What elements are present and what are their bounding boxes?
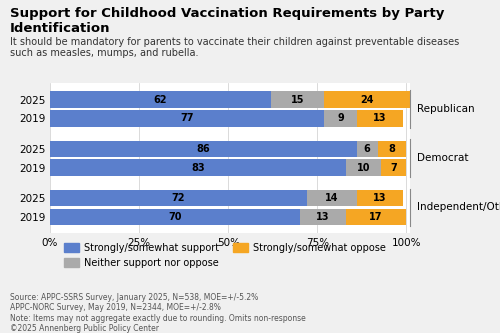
Text: 9: 9 xyxy=(337,113,344,123)
Text: 86: 86 xyxy=(196,144,210,154)
Text: 70: 70 xyxy=(168,212,181,222)
Text: 24: 24 xyxy=(360,95,374,105)
Bar xyxy=(346,160,382,176)
Bar xyxy=(356,190,403,206)
Text: Democrat: Democrat xyxy=(417,153,469,163)
Text: 62: 62 xyxy=(154,95,167,105)
Bar xyxy=(378,141,406,157)
Bar xyxy=(306,190,356,206)
Text: 7: 7 xyxy=(390,163,398,172)
Text: 17: 17 xyxy=(370,212,383,222)
Text: 14: 14 xyxy=(325,193,338,203)
Bar xyxy=(356,141,378,157)
Text: 77: 77 xyxy=(180,113,194,123)
Bar xyxy=(50,190,306,206)
Bar xyxy=(50,141,356,157)
Text: 72: 72 xyxy=(172,193,185,203)
Legend: Strongly/somewhat support, Neither support nor oppose, Strongly/somewhat oppose: Strongly/somewhat support, Neither suppo… xyxy=(60,239,390,271)
Bar xyxy=(324,92,410,108)
Text: Republican: Republican xyxy=(417,104,474,114)
Text: 13: 13 xyxy=(373,193,386,203)
Bar xyxy=(300,208,346,225)
Text: 6: 6 xyxy=(364,144,370,154)
Text: It should be mandatory for parents to vaccinate their children against preventab: It should be mandatory for parents to va… xyxy=(10,37,459,58)
Text: 8: 8 xyxy=(388,144,396,154)
Text: 83: 83 xyxy=(191,163,204,172)
Bar xyxy=(50,92,271,108)
Bar xyxy=(324,110,356,127)
Bar xyxy=(382,160,406,176)
Bar xyxy=(271,92,324,108)
Text: 15: 15 xyxy=(291,95,304,105)
Bar xyxy=(50,110,324,127)
Bar xyxy=(346,208,406,225)
Text: 13: 13 xyxy=(373,113,386,123)
Text: Source: APPC-SSRS Survey, January 2025, N=538, MOE=+/-5.2%
APPC-NORC Survey, May: Source: APPC-SSRS Survey, January 2025, … xyxy=(10,293,306,333)
Text: Support for Childhood Vaccination Requirements by Party Identification: Support for Childhood Vaccination Requir… xyxy=(10,7,444,35)
Bar xyxy=(50,160,346,176)
Bar xyxy=(356,110,403,127)
Text: Independent/Other: Independent/Other xyxy=(417,202,500,212)
Text: 10: 10 xyxy=(357,163,370,172)
Text: 13: 13 xyxy=(316,212,330,222)
Bar xyxy=(50,208,300,225)
